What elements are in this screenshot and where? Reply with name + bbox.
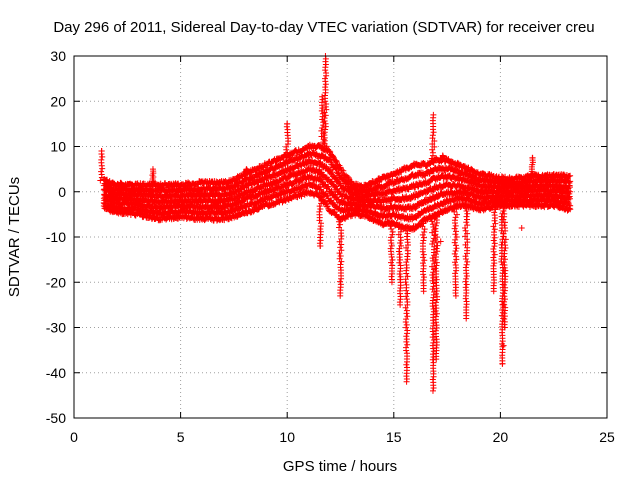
- chart-title: Day 296 of 2011, Sidereal Day-to-day VTE…: [53, 19, 594, 36]
- grid-layer: [74, 56, 607, 418]
- data-layer: [97, 53, 574, 394]
